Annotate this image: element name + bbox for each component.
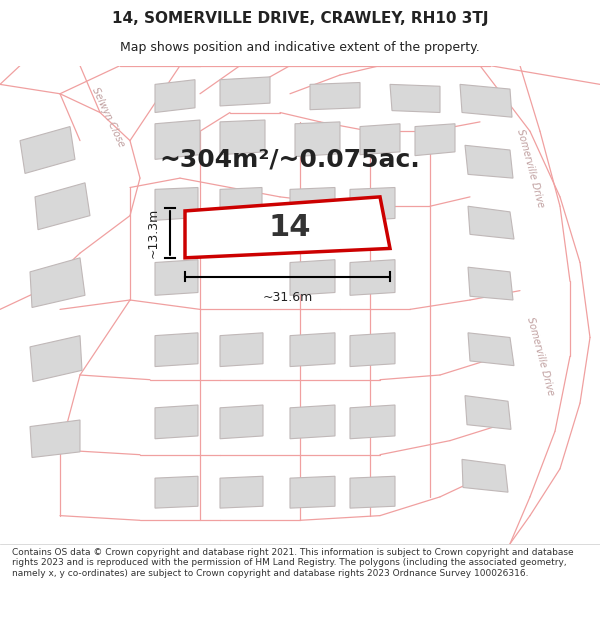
Polygon shape [290,476,335,508]
Text: ~304m²/~0.075ac.: ~304m²/~0.075ac. [160,148,421,171]
Polygon shape [155,332,198,366]
Polygon shape [30,336,82,381]
Text: 14, SOMERVILLE DRIVE, CRAWLEY, RH10 3TJ: 14, SOMERVILLE DRIVE, CRAWLEY, RH10 3TJ [112,11,488,26]
Polygon shape [155,476,198,508]
Text: Contains OS data © Crown copyright and database right 2021. This information is : Contains OS data © Crown copyright and d… [12,548,574,578]
Polygon shape [155,79,195,112]
Polygon shape [290,260,335,295]
Polygon shape [290,188,335,221]
Polygon shape [155,188,198,220]
Polygon shape [468,268,513,300]
Polygon shape [220,332,263,366]
Polygon shape [350,476,395,508]
Polygon shape [350,188,395,221]
Text: Somerville Drive: Somerville Drive [515,128,545,209]
Text: ~31.6m: ~31.6m [262,291,313,304]
Polygon shape [390,84,440,112]
Polygon shape [155,260,198,295]
Polygon shape [295,122,340,156]
Polygon shape [468,332,514,366]
Text: ~13.3m: ~13.3m [147,208,160,258]
Polygon shape [30,420,80,457]
Polygon shape [290,332,335,366]
Polygon shape [415,124,455,156]
Polygon shape [465,396,511,429]
Polygon shape [462,459,508,492]
Polygon shape [350,332,395,366]
Text: Map shows position and indicative extent of the property.: Map shows position and indicative extent… [120,41,480,54]
Polygon shape [155,405,198,439]
Polygon shape [310,82,360,110]
Polygon shape [20,126,75,173]
Text: 14: 14 [269,213,311,243]
Polygon shape [35,182,90,229]
Polygon shape [220,77,270,106]
Text: Selwyn Close: Selwyn Close [90,86,126,149]
Polygon shape [220,476,263,508]
Polygon shape [30,258,85,308]
Polygon shape [290,405,335,439]
Polygon shape [155,120,200,159]
Polygon shape [185,197,390,258]
Polygon shape [220,188,262,221]
Polygon shape [465,145,513,178]
Polygon shape [220,120,265,154]
Polygon shape [350,260,395,295]
Polygon shape [350,405,395,439]
Polygon shape [468,206,514,239]
Polygon shape [220,405,263,439]
Text: Somerville Drive: Somerville Drive [525,316,555,397]
Polygon shape [360,124,400,154]
Polygon shape [460,84,512,118]
